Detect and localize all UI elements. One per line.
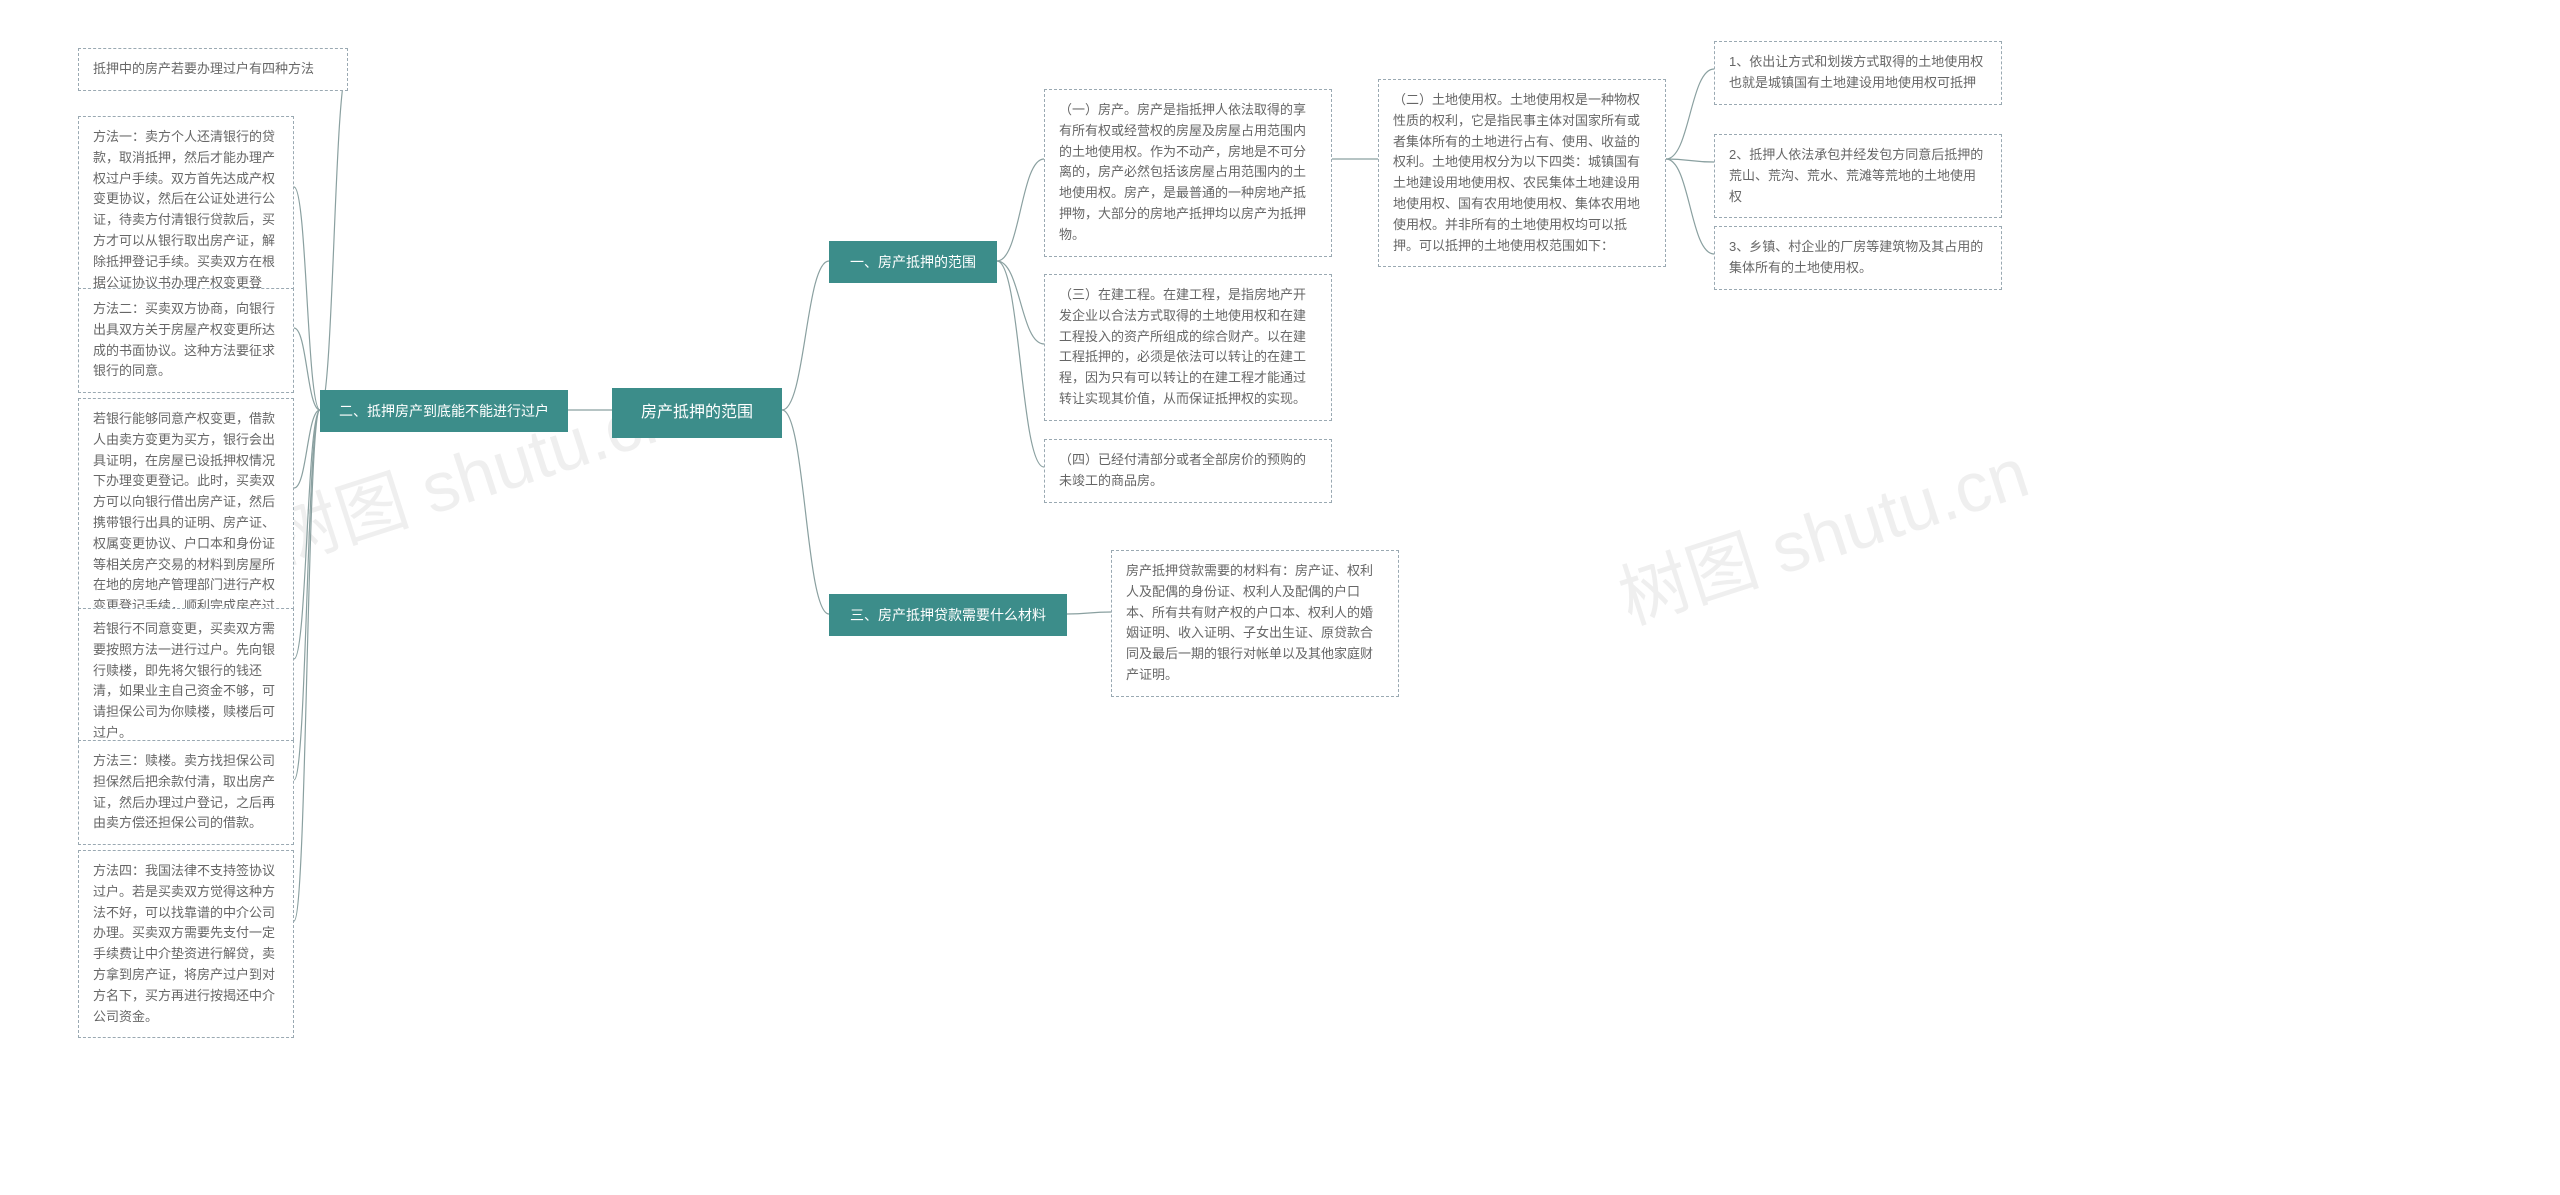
node-landuse[interactable]: （二）土地使用权。土地使用权是一种物权性质的权利，它是指民事主体对国家所有或者集… [1378, 79, 1666, 267]
node-landuse-3[interactable]: 3、乡镇、村企业的厂房等建筑物及其占用的集体所有的土地使用权。 [1714, 226, 2002, 290]
node-method-2[interactable]: 方法二：买卖双方协商，向银行出具双方关于房屋产权变更所达成的书面协议。这种方法要… [78, 288, 294, 393]
root-node[interactable]: 房产抵押的范围 [612, 388, 782, 438]
node-construction[interactable]: （三）在建工程。在建工程，是指房地产开发企业以合法方式取得的土地使用权和在建工程… [1044, 274, 1332, 421]
node-method-4[interactable]: 方法四：我国法律不支持签协议过户。若是买卖双方觉得这种方法不好，可以找靠谱的中介… [78, 850, 294, 1038]
branch-materials[interactable]: 三、房产抵押贷款需要什么材料 [829, 594, 1067, 636]
node-method-3[interactable]: 方法三：赎楼。卖方找担保公司担保然后把余款付清，取出房产证，然后办理过户登记，之… [78, 740, 294, 845]
node-bank-disagree[interactable]: 若银行不同意变更，买卖双方需要按照方法一进行过户。先向银行赎楼，即先将欠银行的钱… [78, 608, 294, 755]
branch-transfer[interactable]: 二、抵押房产到底能不能进行过户 [320, 390, 568, 432]
branch-scope[interactable]: 一、房产抵押的范围 [829, 241, 997, 283]
node-landuse-2[interactable]: 2、抵押人依法承包并经发包方同意后抵押的荒山、荒沟、荒水、荒滩等荒地的土地使用权 [1714, 134, 2002, 218]
node-property[interactable]: （一）房产。房产是指抵押人依法取得的享有所有权或经营权的房屋及房屋占用范围内的土… [1044, 89, 1332, 257]
node-methods-intro[interactable]: 抵押中的房产若要办理过户有四种方法 [78, 48, 348, 91]
watermark-2: 树图 shutu.cn [1605, 417, 2040, 644]
node-landuse-1[interactable]: 1、依出让方式和划拨方式取得的土地使用权也就是城镇国有土地建设用地使用权可抵押 [1714, 41, 2002, 105]
node-materials-list[interactable]: 房产抵押贷款需要的材料有：房产证、权利人及配偶的身份证、权利人及配偶的户口本、所… [1111, 550, 1399, 697]
node-prepaid[interactable]: （四）已经付清部分或者全部房价的预购的未竣工的商品房。 [1044, 439, 1332, 503]
mindmap-canvas: 树图 shutu.cn 树图 shutu.cn 房产抵押的范围 一、房产抵押的范… [0, 0, 2560, 1195]
